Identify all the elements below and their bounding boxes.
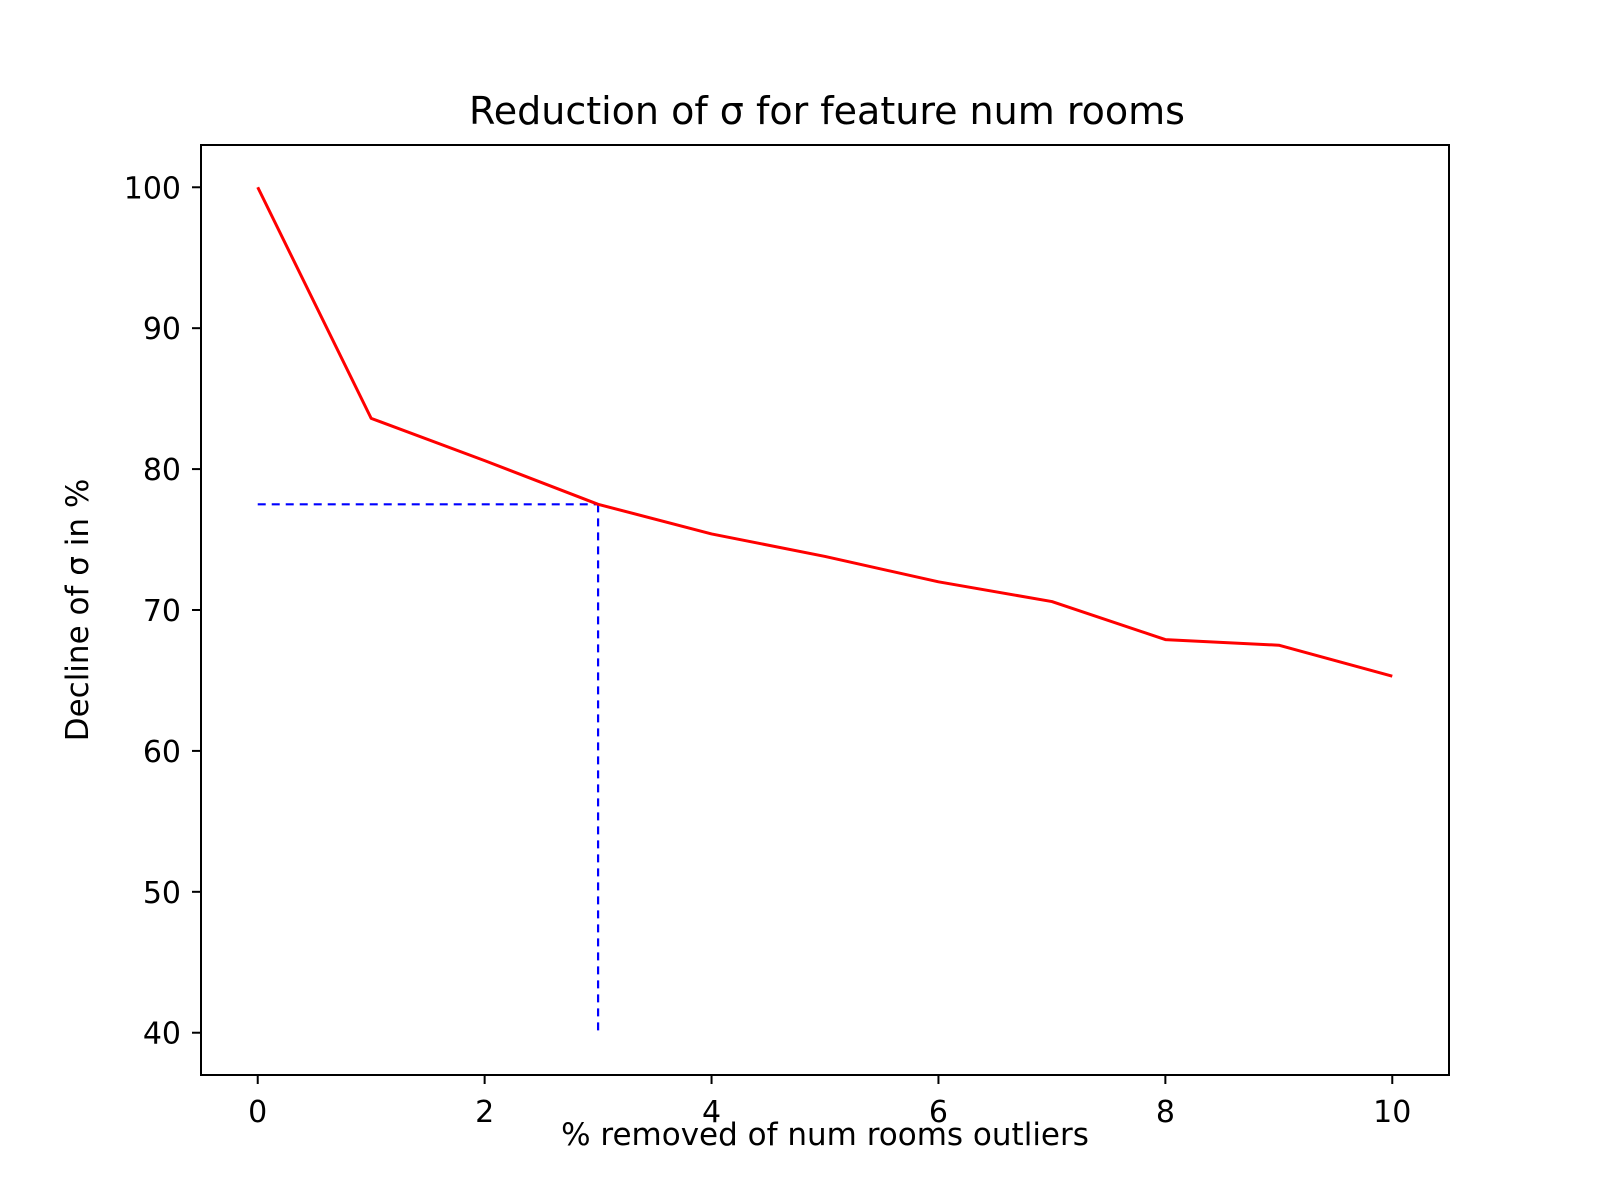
x-tick-label: 4 <box>702 1095 721 1130</box>
x-tick-label: 6 <box>929 1095 948 1130</box>
chart-title: Reduction of σ for feature num rooms <box>469 89 1185 133</box>
y-tick-label: 90 <box>143 312 181 347</box>
plot-frame <box>200 144 1450 1076</box>
x-tick-label: 10 <box>1373 1095 1411 1130</box>
x-tick-label: 2 <box>475 1095 494 1130</box>
y-tick-label: 70 <box>143 594 181 629</box>
x-axis-label: % removed of num rooms outliers <box>561 1117 1089 1153</box>
plot-area <box>256 186 1393 1033</box>
y-tick-label: 80 <box>143 453 181 488</box>
y-tick-label: 60 <box>143 735 181 770</box>
y-axis-label: Decline of σ in % <box>60 479 96 742</box>
series-line-0 <box>256 186 1393 678</box>
x-axis: 0 2 4 6 8 10 <box>248 1075 1411 1130</box>
y-tick-label: 40 <box>143 1017 181 1052</box>
y-axis: 40 50 60 70 80 90 100 <box>124 171 201 1052</box>
x-tick-label: 0 <box>248 1095 267 1130</box>
x-tick-label: 8 <box>1156 1095 1175 1130</box>
y-tick-label: 50 <box>143 876 181 911</box>
y-tick-label: 100 <box>124 171 181 206</box>
